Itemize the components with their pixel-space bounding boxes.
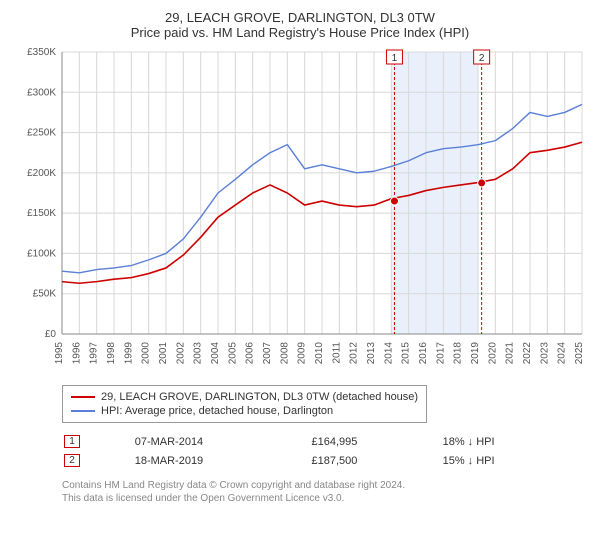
svg-text:£300K: £300K <box>27 87 56 98</box>
title-subtitle: Price paid vs. HM Land Registry's House … <box>14 25 586 40</box>
svg-text:2025: 2025 <box>574 342 585 365</box>
sale-row: 2 18-MAR-2019£187,50015% ↓ HPI <box>64 452 584 469</box>
chart-titles: 29, LEACH GROVE, DARLINGTON, DL3 0TW Pri… <box>14 10 586 40</box>
svg-text:2018: 2018 <box>453 342 464 365</box>
svg-text:£50K: £50K <box>33 289 57 300</box>
title-address: 29, LEACH GROVE, DARLINGTON, DL3 0TW <box>14 10 586 25</box>
legend-label: HPI: Average price, detached house, Darl… <box>101 405 333 417</box>
svg-text:2010: 2010 <box>314 342 325 365</box>
svg-text:1996: 1996 <box>71 342 82 365</box>
svg-text:2020: 2020 <box>487 342 498 365</box>
svg-text:2011: 2011 <box>331 342 342 364</box>
svg-text:2021: 2021 <box>505 342 516 365</box>
svg-text:2007: 2007 <box>262 342 273 365</box>
svg-text:2008: 2008 <box>279 342 290 365</box>
svg-text:1999: 1999 <box>123 342 134 365</box>
svg-text:2009: 2009 <box>297 342 308 365</box>
svg-text:£350K: £350K <box>27 47 56 58</box>
svg-text:2024: 2024 <box>557 342 568 365</box>
footer-line-1: Contains HM Land Registry data © Crown c… <box>62 479 586 492</box>
svg-text:2: 2 <box>479 53 485 64</box>
legend-swatch <box>71 410 95 412</box>
sales-table: 1 07-MAR-2014£164,99518% ↓ HPI 2 18-MAR-201… <box>62 431 586 471</box>
svg-text:2022: 2022 <box>522 342 533 365</box>
svg-text:2016: 2016 <box>418 342 429 365</box>
svg-text:2005: 2005 <box>227 342 238 365</box>
legend-item: 29, LEACH GROVE, DARLINGTON, DL3 0TW (de… <box>71 390 418 404</box>
svg-text:£0: £0 <box>45 329 57 340</box>
sale-delta: 18% ↓ HPI <box>443 433 584 450</box>
svg-text:2004: 2004 <box>210 342 221 365</box>
svg-text:2006: 2006 <box>245 342 256 365</box>
svg-text:2014: 2014 <box>383 342 394 365</box>
legend-swatch <box>71 396 95 398</box>
sale-date: 07-MAR-2014 <box>135 433 310 450</box>
svg-text:2012: 2012 <box>349 342 360 365</box>
svg-text:2017: 2017 <box>435 342 446 365</box>
svg-text:2013: 2013 <box>366 342 377 365</box>
footer-line-2: This data is licensed under the Open Gov… <box>62 492 586 505</box>
svg-text:£150K: £150K <box>27 208 56 219</box>
svg-text:2000: 2000 <box>141 342 152 365</box>
svg-text:£200K: £200K <box>27 168 56 179</box>
svg-text:2003: 2003 <box>193 342 204 365</box>
sale-price: £187,500 <box>311 452 440 469</box>
sale-price: £164,995 <box>311 433 440 450</box>
legend-item: HPI: Average price, detached house, Darl… <box>71 404 418 418</box>
svg-text:2019: 2019 <box>470 342 481 365</box>
legend: 29, LEACH GROVE, DARLINGTON, DL3 0TW (de… <box>62 385 427 423</box>
svg-text:2015: 2015 <box>401 342 412 365</box>
svg-text:2001: 2001 <box>158 342 169 365</box>
svg-text:1998: 1998 <box>106 342 117 365</box>
sale-marker: 1 <box>64 435 80 448</box>
svg-text:2023: 2023 <box>539 342 550 365</box>
sale-delta: 15% ↓ HPI <box>443 452 584 469</box>
footer-attribution: Contains HM Land Registry data © Crown c… <box>62 479 586 505</box>
svg-text:1: 1 <box>392 53 398 64</box>
svg-text:£100K: £100K <box>27 248 56 259</box>
legend-label: 29, LEACH GROVE, DARLINGTON, DL3 0TW (de… <box>101 391 418 403</box>
price-chart: £0 £50K £100K £150K £200K £250K £300K £350K 1995… <box>14 44 586 374</box>
svg-text:2002: 2002 <box>175 342 186 365</box>
svg-text:£250K: £250K <box>27 128 56 139</box>
svg-text:1997: 1997 <box>89 342 100 365</box>
svg-text:1995: 1995 <box>54 342 65 365</box>
sale-marker: 2 <box>64 454 80 467</box>
sale-row: 1 07-MAR-2014£164,99518% ↓ HPI <box>64 433 584 450</box>
sale-date: 18-MAR-2019 <box>135 452 310 469</box>
chart-area: £0 £50K £100K £150K £200K £250K £300K £350K 1995… <box>14 44 586 379</box>
